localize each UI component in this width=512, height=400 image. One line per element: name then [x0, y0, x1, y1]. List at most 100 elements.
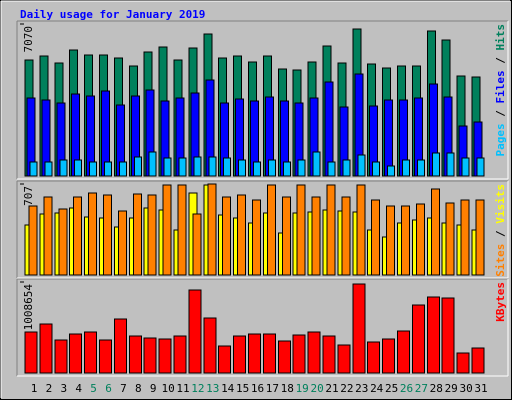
bar — [326, 184, 336, 276]
x-tick-label: 1 — [31, 382, 38, 395]
x-tick-label: 29 — [445, 382, 458, 395]
bar — [29, 161, 38, 177]
bar — [461, 157, 470, 177]
x-tick-label: 18 — [281, 382, 294, 395]
x-tick-label: 2 — [46, 382, 53, 395]
bar — [327, 161, 336, 177]
x-tick-label: 20 — [310, 382, 323, 395]
bar — [88, 192, 98, 276]
x-tick-label: 14 — [221, 382, 235, 395]
bar — [89, 161, 98, 177]
bar — [397, 330, 410, 374]
bar — [426, 296, 440, 374]
bar — [387, 165, 396, 177]
bar — [28, 205, 38, 276]
legend-entry: Sites — [494, 244, 507, 277]
bar — [118, 161, 127, 177]
bar — [357, 154, 366, 177]
bar — [267, 159, 276, 177]
bar — [54, 339, 68, 374]
bar — [24, 331, 38, 374]
bar — [73, 196, 83, 276]
bar — [371, 199, 381, 276]
x-tick-label: 3 — [60, 382, 67, 395]
bar — [337, 344, 351, 374]
x-tick-label: 26 — [400, 382, 413, 395]
bar — [207, 183, 217, 276]
x-tick-label: 31 — [474, 382, 487, 395]
bar — [233, 335, 247, 374]
bar — [69, 333, 83, 374]
y-tick-label: 707 — [22, 186, 35, 206]
x-tick-label: 13 — [206, 382, 219, 395]
x-tick-label: 16 — [251, 382, 264, 395]
bar — [117, 210, 127, 276]
x-tick-label: 21 — [325, 382, 338, 395]
bar — [471, 347, 485, 374]
bar — [281, 196, 291, 276]
bar — [103, 194, 112, 276]
bar — [74, 159, 83, 177]
bar — [476, 157, 485, 177]
x-tick-label: 17 — [266, 382, 279, 395]
bar — [132, 193, 142, 276]
x-tick-label: 27 — [415, 382, 428, 395]
x-tick-label: 30 — [459, 382, 472, 395]
bar — [297, 159, 306, 177]
bar — [322, 335, 336, 374]
bar — [456, 352, 470, 374]
bar — [253, 161, 261, 177]
bar — [384, 99, 394, 177]
bar — [342, 159, 351, 177]
bar — [208, 156, 217, 177]
bar — [416, 159, 425, 177]
bar — [148, 151, 157, 177]
x-tick-label: 6 — [105, 382, 112, 395]
bar — [367, 341, 381, 374]
bar — [372, 161, 381, 177]
legend-entry: Pages — [494, 123, 507, 156]
bar — [218, 345, 232, 374]
x-tick-label: 12 — [191, 382, 204, 395]
bar — [238, 159, 247, 177]
bar — [431, 152, 440, 177]
panel — [17, 279, 508, 376]
bar — [386, 205, 396, 276]
bar — [147, 194, 157, 276]
bar — [441, 297, 455, 374]
x-tick-label: 10 — [161, 382, 174, 395]
x-tick-label: 8 — [135, 382, 142, 395]
bar — [59, 159, 68, 177]
y-tick-label: 1008654 — [22, 284, 35, 331]
legend-entry: Files — [494, 70, 507, 103]
bar — [266, 184, 276, 276]
bar — [307, 331, 321, 374]
x-tick-label: 24 — [370, 382, 384, 395]
bar — [163, 157, 172, 177]
bar — [104, 161, 112, 177]
bar — [460, 199, 470, 276]
bar — [356, 184, 366, 276]
bar — [402, 159, 410, 177]
chart-title: Daily usage for January 2019 — [20, 8, 205, 21]
bar — [292, 334, 306, 374]
x-tick-label: 4 — [75, 382, 82, 395]
bar — [475, 199, 485, 276]
bar — [430, 188, 440, 276]
x-tick-label: 11 — [176, 382, 189, 395]
legend-entry: Visits — [494, 184, 507, 224]
legend: Sites / Visits — [494, 184, 507, 277]
bar — [133, 156, 142, 177]
x-tick-label: 15 — [236, 382, 249, 395]
bar — [223, 157, 232, 177]
bar — [203, 317, 217, 374]
x-tick-label: 7 — [120, 382, 127, 395]
bar — [237, 194, 247, 276]
legend: Pages / Files / Hits — [494, 24, 507, 157]
bar — [113, 318, 127, 374]
bar — [445, 202, 455, 276]
legend: KBytes — [494, 282, 507, 322]
bar — [99, 339, 112, 374]
